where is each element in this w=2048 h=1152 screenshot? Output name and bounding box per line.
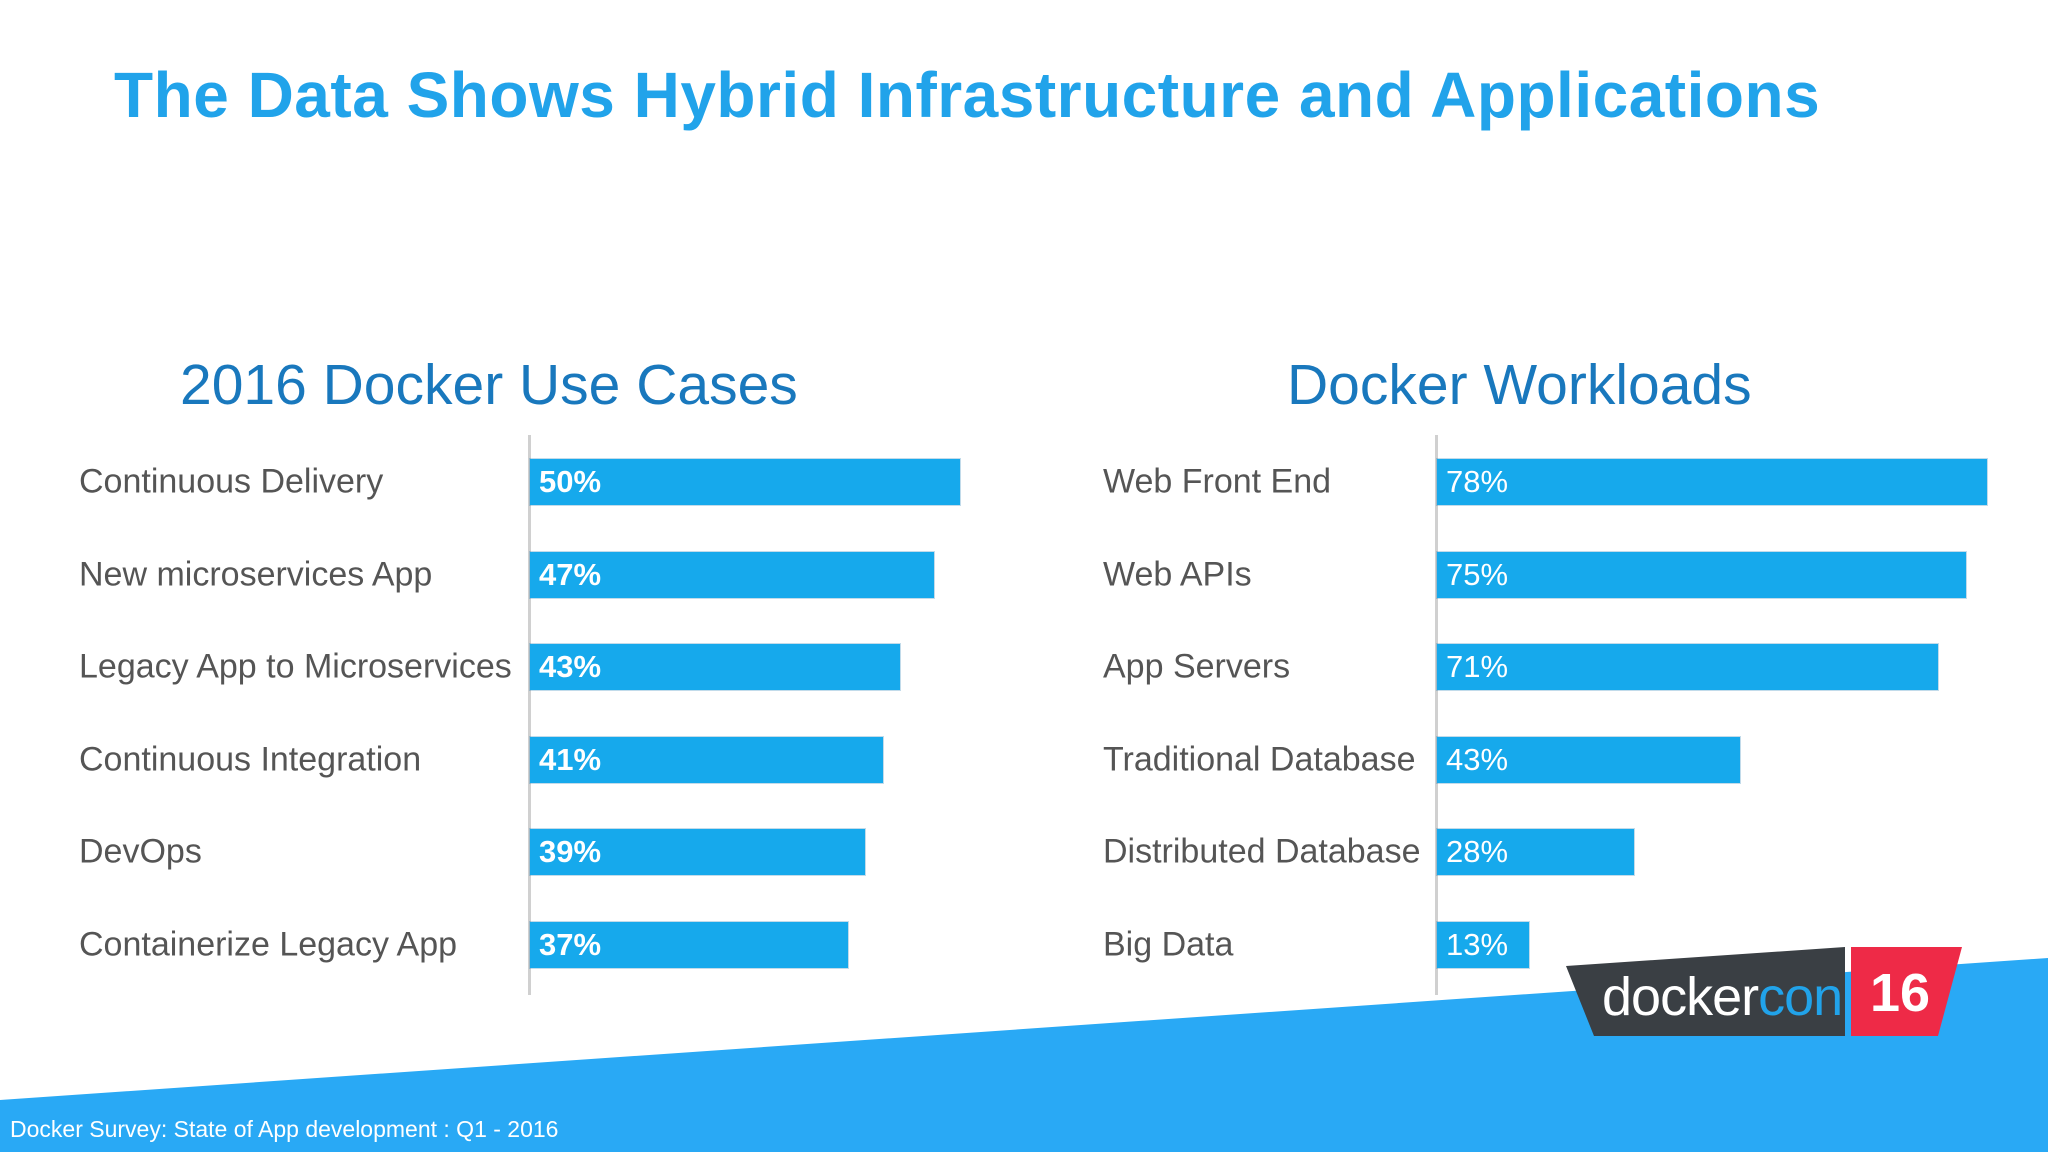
dockercon-wordmark-accent: con xyxy=(1758,967,1843,1027)
bar-value-label: 71% xyxy=(1446,649,1509,685)
bar-value-label: 41% xyxy=(539,741,602,777)
category-label: Continuous Delivery xyxy=(79,462,384,501)
category-label: App Servers xyxy=(1103,647,1291,686)
category-label: Traditional Database xyxy=(1103,740,1416,779)
bar xyxy=(530,644,900,691)
category-label: DevOps xyxy=(79,832,202,871)
category-label: Web APIs xyxy=(1103,555,1252,594)
bar xyxy=(1437,551,1966,598)
bar xyxy=(530,551,935,598)
dockercon-wordmark-main: docker xyxy=(1602,967,1759,1027)
bar xyxy=(1437,459,1987,505)
dockercon-year-number: 16 xyxy=(1870,963,1931,1023)
logo-badge-red-panel xyxy=(1851,947,1962,1036)
bar xyxy=(530,459,960,505)
bar-value-label: 39% xyxy=(539,834,602,870)
chart-axis-line xyxy=(1435,435,1438,995)
category-label: Big Data xyxy=(1103,925,1234,964)
bar-value-label: 37% xyxy=(539,927,602,962)
bar xyxy=(530,736,883,783)
chart-title-workloads: Docker Workloads xyxy=(1287,353,1752,417)
bar xyxy=(530,829,866,876)
bar-value-label: 28% xyxy=(1446,834,1509,870)
bar-value-label: 43% xyxy=(1446,741,1509,777)
bar xyxy=(530,922,849,968)
chart-title-use-cases: 2016 Docker Use Cases xyxy=(180,353,798,417)
bar-value-label: 78% xyxy=(1446,464,1509,499)
bar xyxy=(1437,644,1938,691)
category-label: New microservices App xyxy=(79,555,433,594)
bar xyxy=(1437,829,1635,876)
category-label: Containerize Legacy App xyxy=(79,925,458,964)
footer-band-shape xyxy=(0,958,2048,1152)
logo-badge-dark-panel xyxy=(1566,947,1845,1036)
bar xyxy=(1437,922,1529,968)
chart-axis-line xyxy=(528,435,531,995)
slide-title: The Data Shows Hybrid Infrastructure and… xyxy=(114,59,1821,131)
bar xyxy=(1437,736,1741,783)
category-label: Legacy App to Microservices xyxy=(79,647,512,686)
category-label: Web Front End xyxy=(1103,462,1332,501)
category-label: Continuous Integration xyxy=(79,740,422,779)
bar-value-label: 13% xyxy=(1446,927,1509,962)
bar-value-label: 43% xyxy=(539,649,602,685)
bar-value-label: 75% xyxy=(1446,556,1509,592)
source-footnote: Docker Survey: State of App development … xyxy=(10,1116,559,1142)
category-label: Distributed Database xyxy=(1103,832,1421,871)
dockercon-wordmark: dockercon xyxy=(1602,966,1843,1028)
bar-value-label: 47% xyxy=(539,556,602,592)
bar-value-label: 50% xyxy=(539,464,602,499)
